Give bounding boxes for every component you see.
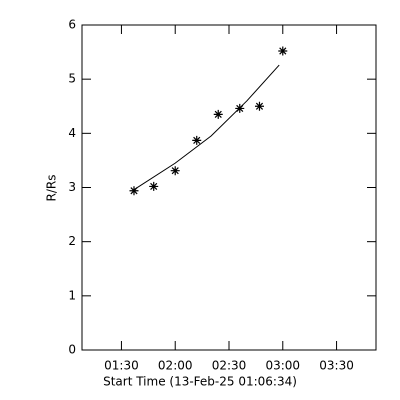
x-tick-label: 02:30 — [212, 359, 247, 373]
data-point — [129, 186, 139, 196]
y-tick-label: 1 — [68, 288, 76, 302]
fit-line — [133, 64, 280, 191]
data-point — [213, 109, 223, 119]
y-tick-label: 4 — [68, 126, 76, 140]
y-tick-label: 5 — [68, 72, 76, 86]
x-axis-label: Start Time (13-Feb-25 01:06:34) — [103, 375, 297, 389]
x-tick-label: 03:00 — [265, 359, 300, 373]
data-point — [192, 135, 202, 145]
y-tick-label: 3 — [68, 180, 76, 194]
y-axis-label: R/Rs — [45, 175, 59, 202]
y-tick-label: 2 — [68, 234, 76, 248]
data-point — [170, 166, 180, 176]
y-tick-label: 0 — [68, 343, 76, 357]
x-tick-label: 02:00 — [158, 359, 193, 373]
x-tick-label: 01:30 — [104, 359, 139, 373]
data-point — [149, 181, 159, 191]
data-point — [254, 101, 264, 111]
x-tick-label: 03:30 — [319, 359, 354, 373]
y-tick-label: 6 — [68, 18, 76, 32]
data-point — [278, 46, 288, 56]
